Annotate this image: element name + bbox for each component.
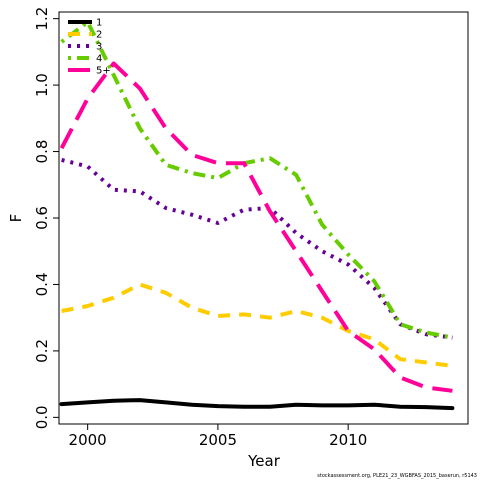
series-line-5plus <box>59 61 453 393</box>
series-line-4 <box>60 20 453 340</box>
y-axis: 0.0 0.2 0.4 0.6 0.8 1.0 1.2 <box>33 7 59 429</box>
x-tick-label: 2000 <box>69 431 107 449</box>
legend-label: 3 <box>96 42 102 53</box>
legend-label: 5+ <box>96 66 111 77</box>
credit-annotation: stockassessment.org, PLE21_23_WGBFAS_201… <box>317 473 477 479</box>
x-axis-title: Year <box>247 452 281 470</box>
legend-label: 4 <box>96 54 102 65</box>
y-tick-label: 1.0 <box>33 73 51 97</box>
y-tick-label: 1.2 <box>33 7 51 31</box>
legend-label: 1 <box>96 18 102 29</box>
y-tick-label: 0.2 <box>33 339 51 363</box>
y-axis-title: F <box>7 214 25 223</box>
y-tick-label: 0.4 <box>33 273 51 297</box>
series-line-3 <box>61 157 453 340</box>
legend-label: 2 <box>96 30 102 41</box>
plot-frame <box>58 11 469 425</box>
x-tick-label: 2005 <box>199 431 237 449</box>
y-tick-label: 0.0 <box>33 405 51 429</box>
series-line-1 <box>59 398 455 411</box>
series-layer <box>59 20 455 411</box>
x-tick-label: 2010 <box>329 431 367 449</box>
y-tick-label: 0.8 <box>33 140 51 164</box>
series-line-2 <box>61 282 453 368</box>
y-tick-label: 0.6 <box>33 206 51 230</box>
x-axis: 2000 2005 2010 <box>69 424 367 449</box>
